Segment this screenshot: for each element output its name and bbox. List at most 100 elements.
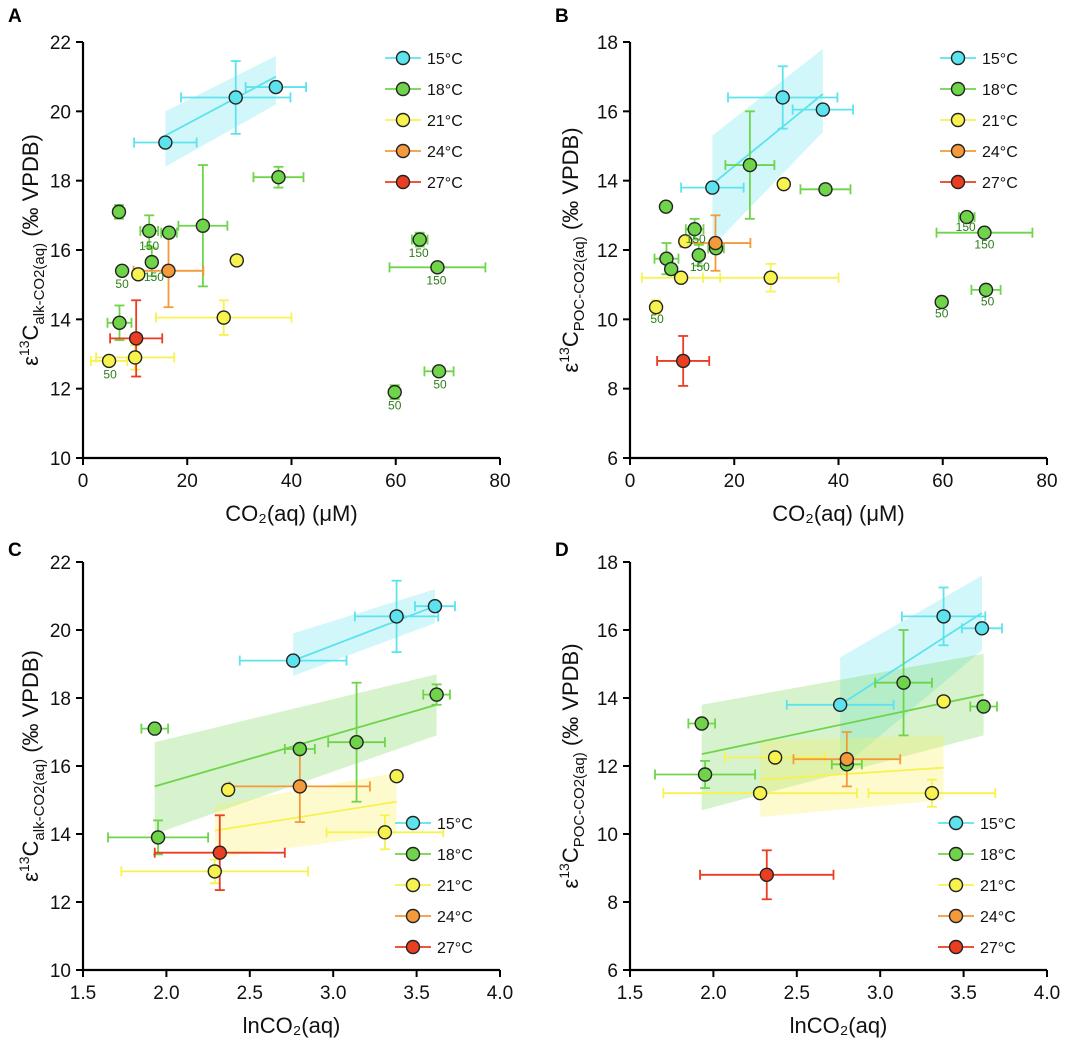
- point-annotation: 50: [650, 312, 664, 326]
- data-point-21c: [678, 234, 693, 249]
- data-point-21c: [207, 864, 222, 879]
- data-point-18c: [934, 294, 949, 310]
- panel-letter: A: [8, 6, 22, 27]
- fit-line-18c: [701, 693, 984, 755]
- legend-label: 24°C: [437, 909, 473, 926]
- data-point-18c: [271, 169, 286, 185]
- y-tick-label: 10: [50, 449, 71, 470]
- legend-marker: [405, 908, 421, 924]
- data-point-18c: [412, 232, 427, 247]
- data-point-18c: [896, 675, 911, 690]
- y-tick-label: 12: [50, 380, 71, 401]
- data-point-15c: [158, 135, 173, 150]
- legend-label: 15°C: [437, 816, 473, 833]
- data-point-21c: [767, 750, 783, 765]
- data-point-18c: [431, 364, 447, 379]
- y-tick-label: 22: [50, 553, 71, 574]
- data-point-18c: [111, 204, 127, 220]
- point-annotation: 50: [981, 294, 995, 308]
- legend-label: 21°C: [980, 878, 1016, 895]
- data-point-18c: [195, 218, 211, 233]
- x-tick-label: 40: [281, 471, 302, 492]
- y-tick-label: 10: [50, 961, 71, 982]
- point-annotation: 150: [144, 270, 164, 284]
- legend-marker: [948, 908, 964, 924]
- x-tick-label: 2.0: [153, 983, 179, 1004]
- panel-a: A 0 20 40 60 80 10 12 14 16 18 20 22 CO₂(aq) (μM) ε13C…: [8, 6, 511, 526]
- legend-label: 27°C: [980, 940, 1016, 957]
- legend: 15°C 18°C 21°C 24°C 27°C: [385, 50, 463, 192]
- data-point-21c: [648, 300, 664, 315]
- x-tick-label: 2.0: [700, 983, 726, 1004]
- legend-marker: [395, 112, 411, 128]
- x-tick-label: 80: [1036, 471, 1057, 492]
- point-annotation: 50: [935, 307, 949, 321]
- y-tick-label: 8: [607, 380, 618, 401]
- y-tick-label: 10: [597, 310, 618, 331]
- y-tick-label: 18: [597, 553, 618, 574]
- legend-label: 27°C: [437, 940, 473, 957]
- y-tick-label: 6: [607, 449, 618, 470]
- y-tick-label: 16: [597, 102, 618, 123]
- legend-marker: [395, 143, 411, 159]
- confidence-band-15c: [712, 48, 823, 247]
- legend: 15°C 18°C 21°C 24°C 27°C: [938, 815, 1016, 957]
- data-point-18c: [141, 223, 157, 239]
- y-tick-label: 12: [50, 893, 71, 914]
- point-annotation: 50: [433, 378, 447, 392]
- data-point-21c: [101, 353, 117, 369]
- x-tick-label: 2.5: [237, 983, 263, 1004]
- data-point-18c: [742, 157, 758, 173]
- data-point-18c: [694, 716, 709, 731]
- panel-letter: B: [555, 6, 569, 27]
- legend: 15°C 18°C 21°C 24°C 27°C: [395, 815, 473, 957]
- y-tick-label: 12: [597, 241, 618, 262]
- x-tick-label: 3.0: [867, 983, 893, 1004]
- confidence-band-21c: [760, 735, 944, 817]
- legend-marker: [405, 815, 421, 831]
- data-point-21c: [936, 694, 951, 709]
- point-annotation: 150: [686, 232, 706, 246]
- y-tick-label: 14: [597, 689, 619, 710]
- data-point-18c: [161, 225, 177, 240]
- data-point-27c: [212, 845, 227, 860]
- y-tick-label: 10: [597, 825, 618, 846]
- data-point-24c: [292, 779, 308, 794]
- x-tick-label: 20: [177, 471, 198, 492]
- legend-label: 18°C: [437, 847, 473, 864]
- data-point-21c: [924, 786, 940, 801]
- data-point-21c: [229, 253, 244, 268]
- data-point-21c: [127, 350, 143, 365]
- data-point-24c: [161, 263, 176, 278]
- legend-label: 27°C: [982, 175, 1018, 192]
- data-point-15c: [815, 102, 831, 117]
- panel-c: C 1.5 2.0 2.5 3.0 3.5 4.0 10 12 14 16 18 20 22 lnCO₂(a…: [8, 540, 513, 1038]
- x-tick-label: 3.5: [950, 983, 976, 1004]
- data-point-18c: [977, 225, 992, 240]
- data-point-21c: [763, 270, 778, 285]
- legend-label: 18°C: [427, 82, 463, 99]
- y-tick-label: 6: [607, 961, 618, 982]
- legend-marker: [948, 815, 964, 831]
- data-point-21c: [377, 825, 393, 840]
- data-point-18c: [147, 721, 162, 736]
- data-point-21c: [220, 782, 236, 797]
- fit-line-15c: [839, 612, 983, 706]
- data-point-18c: [687, 221, 702, 237]
- legend-label: 21°C: [437, 878, 473, 895]
- y-tick-label: 16: [50, 757, 71, 778]
- panel-letter: C: [8, 540, 22, 561]
- y-axis-title: ε13CPOC-CO2(aq) (‰ VPDB): [556, 643, 588, 888]
- y-tick-label: 14: [597, 172, 619, 193]
- point-annotation: 150: [409, 246, 429, 260]
- y-axis-title: ε13Calk-CO2(aq) (‰ VPDB): [16, 134, 48, 366]
- legend-marker: [405, 877, 421, 893]
- data-point-18c: [429, 687, 444, 702]
- confidence-band-15c: [165, 55, 276, 167]
- legend-marker: [950, 112, 966, 128]
- y-tick-label: 18: [50, 689, 71, 710]
- fit-line-15c: [292, 605, 436, 662]
- legend-label: 15°C: [427, 51, 463, 68]
- data-point-15c: [228, 90, 243, 105]
